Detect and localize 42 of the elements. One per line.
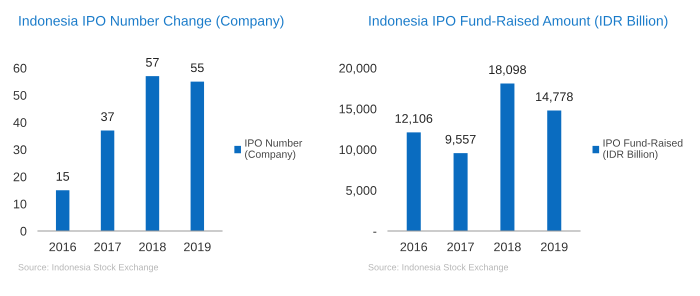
- bar: [190, 82, 204, 231]
- data-label: 18,098: [489, 65, 526, 76]
- y-tick-label: 20,000: [339, 64, 376, 74]
- bar: [56, 190, 70, 231]
- x-tick-label: 2016: [49, 242, 76, 252]
- data-label: 37: [101, 112, 114, 122]
- bar: [547, 110, 562, 231]
- data-label: 15: [56, 172, 70, 181]
- x-tick-label: 2017: [94, 242, 121, 252]
- x-tick-label: 2018: [494, 242, 521, 252]
- y-tick-label: 0: [20, 226, 26, 236]
- source-note: Source: Indonesia Stock Exchange: [368, 264, 508, 272]
- y-tick-label: 40: [13, 118, 26, 127]
- chart-title: Indonesia IPO Fund-Raised Amount (IDR Billion): [369, 16, 668, 28]
- bar: [146, 76, 160, 231]
- y-tick-label: 10: [14, 200, 26, 208]
- bar: [454, 153, 468, 231]
- y-tick-label: 10,000: [340, 145, 376, 156]
- legend-label: IPO Fund-Raised (IDR Billion): [603, 139, 682, 160]
- x-tick-label: 2018: [139, 242, 166, 252]
- legend-label: IPO Number (Company): [245, 139, 302, 160]
- bar: [406, 132, 421, 231]
- data-label: 14,778: [536, 92, 573, 103]
- chart-title: Indonesia IPO Number Change (Company): [19, 16, 284, 28]
- x-tick-label: 2017: [447, 242, 474, 252]
- x-tick-label: 2016: [400, 242, 428, 252]
- y-tick-label: 50: [13, 90, 26, 100]
- y-tick-label: 15,000: [340, 104, 376, 115]
- y-tick-label: 60: [14, 64, 26, 73]
- x-tick-label: 2019: [540, 242, 568, 252]
- x-tick-label: 2019: [184, 242, 211, 252]
- y-tick-label: 30: [13, 145, 26, 154]
- bar: [500, 84, 514, 231]
- bar: [100, 130, 114, 231]
- y-tick-label: 5,000: [346, 186, 376, 196]
- data-label: 12,106: [396, 114, 432, 124]
- data-label: 55: [190, 63, 204, 72]
- data-label: 57: [146, 58, 159, 67]
- source-note: Source: Indonesia Stock Exchange: [18, 264, 158, 272]
- data-label: 9,557: [446, 134, 476, 146]
- y-tick-label: -: [373, 232, 376, 233]
- y-tick-label: 20: [14, 172, 26, 182]
